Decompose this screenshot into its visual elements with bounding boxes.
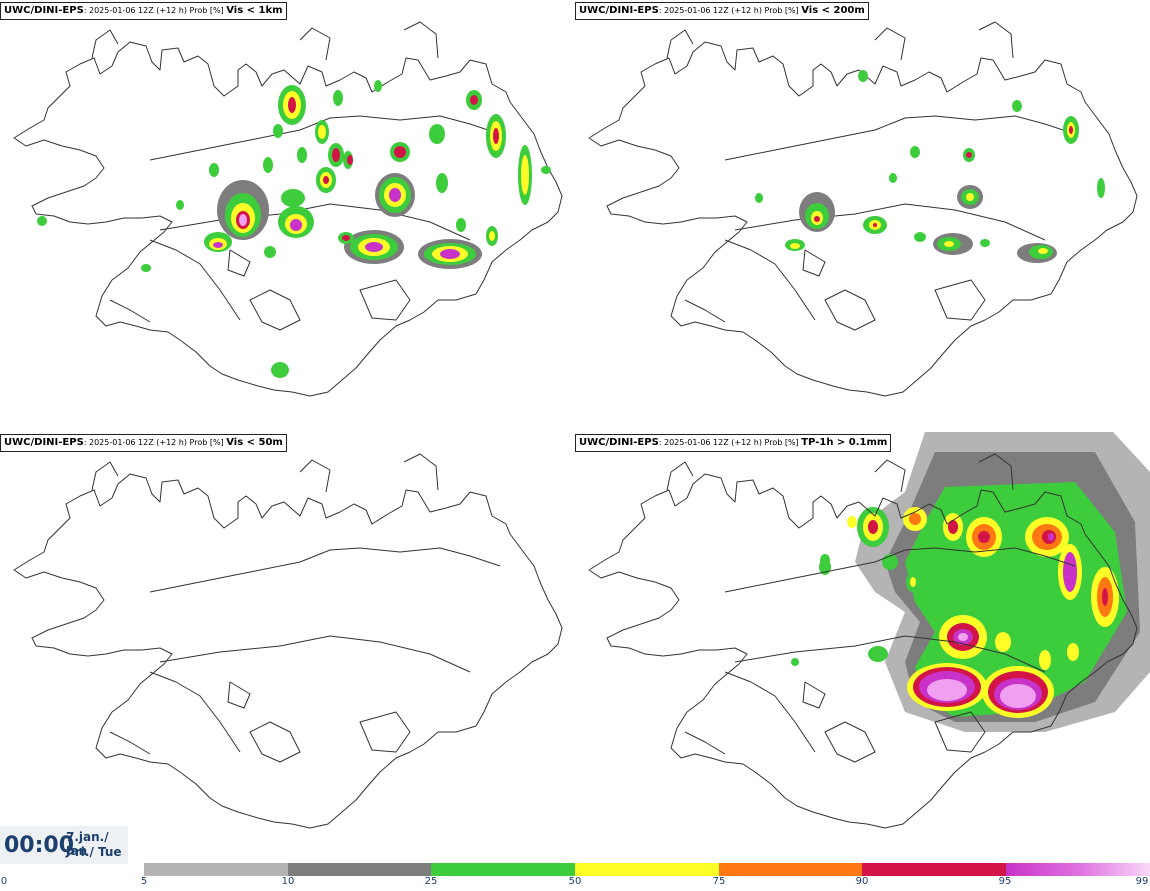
panel-title: UWC/DINI-EPS: 2025-01-06 12Z (+12 h) Pro… [0,2,287,20]
colorbar-segment-10-25 [288,863,431,876]
colorbar-tick: 10 [281,876,295,887]
model-name: UWC/DINI-EPS [579,5,659,16]
valid-weekday: Þri./ Tue [66,845,122,859]
colorbar-segment-90-95 [862,863,1006,876]
colorbar-segment-5-10 [144,863,288,876]
variable-name: Vis < 200m [801,5,865,16]
colorbar-segment-99-100 [1078,863,1150,876]
run-info: : 2025-01-06 12Z (+12 h) Prob [%] [658,6,802,15]
iceland-map-vis-200m [588,21,1138,397]
probability-colorbar [144,863,1150,876]
colorbar-segment-75-90 [719,863,862,876]
colorbar-tick: 25 [424,876,438,887]
panel-title: UWC/DINI-EPS: 2025-01-06 12Z (+12 h) Pro… [575,2,869,20]
panel-title: UWC/DINI-EPS: 2025-01-06 12Z (+12 h) Pro… [575,434,892,452]
colorbar-tick: 90 [855,876,869,887]
fog-probability-areas [37,80,551,378]
colorbar-tick: 5 [140,876,148,887]
colorbar-tick: 99 [1135,876,1149,887]
map-panel-vis-50m: UWC/DINI-EPS: 2025-01-06 12Z (+12 h) Pro… [0,432,575,862]
iceland-map-vis-50m [13,453,563,829]
model-name: UWC/DINI-EPS [579,437,659,448]
map-panel-vis-200m: UWC/DINI-EPS: 2025-01-06 12Z (+12 h) Pro… [575,0,1150,430]
model-name: UWC/DINI-EPS [4,437,84,448]
iceland-map-precip [588,432,1150,829]
colorbar-segment-95-99 [1006,863,1078,876]
colorbar-tick: 75 [712,876,726,887]
valid-time-box: 00:00 7.jan./ Jan Þri./ Tue [0,826,128,864]
valid-date: 7.jan./ Jan [66,830,109,858]
fog-probability-areas [755,70,1105,263]
colorbar-tick: 50 [568,876,582,887]
run-info: : 2025-01-06 12Z (+12 h) Prob [%] [658,438,802,447]
colorbar-tick: 0 [0,876,8,887]
run-info: : 2025-01-06 12Z (+12 h) Prob [%] [83,6,227,15]
map-panel-vis-1km: UWC/DINI-EPS: 2025-01-06 12Z (+12 h) Pro… [0,0,575,430]
variable-name: TP-1h > 0.1mm [801,437,888,448]
colorbar-segment-25-50 [431,863,575,876]
map-panel-precip: UWC/DINI-EPS: 2025-01-06 12Z (+12 h) Pro… [575,432,1150,862]
variable-name: Vis < 1km [226,5,283,16]
iceland-map-vis-1km [13,21,563,397]
panel-title: UWC/DINI-EPS: 2025-01-06 12Z (+12 h) Pro… [0,434,287,452]
run-info: : 2025-01-06 12Z (+12 h) Prob [%] [83,438,227,447]
colorbar-segment-50-75 [575,863,719,876]
valid-time: 00:00 [4,833,75,858]
precipitation-probability-areas [791,432,1150,732]
variable-name: Vis < 50m [226,437,283,448]
colorbar-ticks: 0 5 10 25 50 75 90 95 99 [0,876,1150,890]
model-name: UWC/DINI-EPS [4,5,84,16]
colorbar-tick: 95 [998,876,1012,887]
